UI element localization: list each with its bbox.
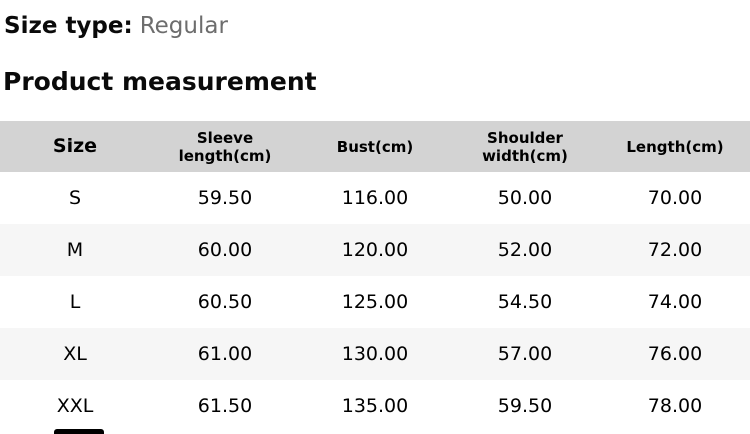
table-header-row: Size Sleeve length(cm) Bust(cm) Shoulder…: [0, 121, 750, 172]
cell-size: XXL: [56, 395, 94, 417]
column-header-length: Length(cm): [600, 121, 750, 172]
column-header-size: Size: [0, 121, 150, 172]
table-row-l: L 60.50 125.00 54.50 74.00: [0, 276, 750, 328]
column-header-sleeve-length: Sleeve length(cm): [150, 121, 300, 172]
measurement-table: Size Sleeve length(cm) Bust(cm) Shoulder…: [0, 121, 750, 432]
cell-bust: 125.00: [341, 291, 409, 313]
cell-size: XL: [0, 328, 150, 380]
size-type-label: Size type:: [4, 13, 133, 39]
cell-sleeve-length: 60.00: [150, 224, 300, 276]
section-title: Product measurement: [3, 67, 317, 96]
column-header-bust-label: Bust(cm): [336, 137, 414, 156]
cell-shoulder-width: 59.50: [497, 395, 553, 417]
cell-size: S: [68, 187, 82, 209]
column-header-bust: Bust(cm): [300, 121, 450, 172]
column-header-length-label: Length(cm): [626, 137, 724, 156]
cell-bust: 135.00: [341, 395, 409, 417]
size-type-line: Size type: Regular: [4, 13, 228, 41]
column-header-sleeve-length-label: Sleeve length(cm): [178, 128, 272, 165]
size-type-value: Regular: [139, 13, 228, 39]
cell-shoulder-width: 50.00: [497, 187, 553, 209]
table-row-s: S 59.50 116.00 50.00 70.00: [0, 172, 750, 224]
cell-length: 74.00: [647, 291, 703, 313]
column-header-shoulder-width: Shoulder width(cm): [450, 121, 600, 172]
cell-sleeve-length: 60.50: [197, 291, 253, 313]
cell-shoulder-width: 57.00: [450, 328, 600, 380]
cell-bust: 120.00: [300, 224, 450, 276]
cell-length: 70.00: [647, 187, 703, 209]
column-header-size-label: Size: [52, 135, 98, 158]
cell-sleeve-length: 61.50: [197, 395, 253, 417]
cell-bust: 116.00: [341, 187, 409, 209]
cell-size: M: [0, 224, 150, 276]
cell-length: 72.00: [600, 224, 750, 276]
table-row-m: M 60.00 120.00 52.00 72.00: [0, 224, 750, 276]
cell-length: 76.00: [600, 328, 750, 380]
cell-bust: 130.00: [300, 328, 450, 380]
table-row-xxl: XXL 61.50 135.00 59.50 78.00: [0, 380, 750, 432]
cutoff-bottom-element: [54, 429, 104, 434]
cell-sleeve-length: 59.50: [197, 187, 253, 209]
column-header-shoulder-width-label: Shoulder width(cm): [482, 128, 568, 165]
cell-shoulder-width: 52.00: [450, 224, 600, 276]
table-row-xl: XL 61.00 130.00 57.00 76.00: [0, 328, 750, 380]
cell-sleeve-length: 61.00: [150, 328, 300, 380]
cell-size: L: [69, 291, 81, 313]
cell-shoulder-width: 54.50: [497, 291, 553, 313]
cell-length: 78.00: [647, 395, 703, 417]
